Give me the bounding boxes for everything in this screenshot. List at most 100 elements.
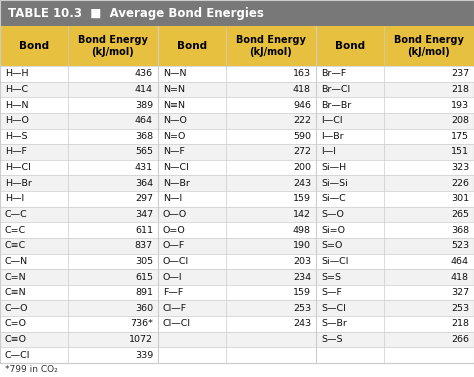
Text: 565: 565 xyxy=(135,147,153,156)
Text: Br—F: Br—F xyxy=(321,69,346,78)
Bar xyxy=(0,113,474,129)
Bar xyxy=(0,238,474,254)
Text: 200: 200 xyxy=(293,163,311,172)
Text: 218: 218 xyxy=(451,319,469,328)
Text: O—O: O—O xyxy=(163,210,187,219)
Text: S=S: S=S xyxy=(321,273,341,282)
Bar xyxy=(0,97,474,113)
Text: N=N: N=N xyxy=(163,85,185,94)
Text: O—F: O—F xyxy=(163,241,185,250)
Text: 208: 208 xyxy=(451,116,469,125)
Text: 590: 590 xyxy=(293,132,311,141)
Text: 431: 431 xyxy=(135,163,153,172)
Text: C=O: C=O xyxy=(5,319,27,328)
Text: Si—Cl: Si—Cl xyxy=(321,257,348,266)
Text: N—Cl: N—Cl xyxy=(163,163,189,172)
Text: I—I: I—I xyxy=(321,147,336,156)
Text: 323: 323 xyxy=(451,163,469,172)
Text: 327: 327 xyxy=(451,288,469,297)
Text: 368: 368 xyxy=(451,225,469,234)
Text: H—Br: H—Br xyxy=(5,179,32,188)
Text: Bond: Bond xyxy=(19,41,49,51)
Text: Si=O: Si=O xyxy=(321,225,345,234)
Text: 265: 265 xyxy=(451,210,469,219)
Text: H—O: H—O xyxy=(5,116,29,125)
Text: H—I: H—I xyxy=(5,195,24,203)
Text: TABLE 10.3  ■  Average Bond Energies: TABLE 10.3 ■ Average Bond Energies xyxy=(8,6,264,20)
Text: 237: 237 xyxy=(451,69,469,78)
Text: 305: 305 xyxy=(135,257,153,266)
Bar xyxy=(0,254,474,269)
Text: Br—Cl: Br—Cl xyxy=(321,85,350,94)
Text: 163: 163 xyxy=(293,69,311,78)
Text: 891: 891 xyxy=(135,288,153,297)
Text: 243: 243 xyxy=(293,179,311,188)
Text: 226: 226 xyxy=(451,179,469,188)
Text: 142: 142 xyxy=(293,210,311,219)
Text: N=O: N=O xyxy=(163,132,185,141)
Text: Br—Br: Br—Br xyxy=(321,101,351,110)
Text: 222: 222 xyxy=(293,116,311,125)
Text: 347: 347 xyxy=(135,210,153,219)
Text: 523: 523 xyxy=(451,241,469,250)
Bar xyxy=(0,207,474,222)
Bar xyxy=(0,222,474,238)
Text: 253: 253 xyxy=(293,304,311,313)
Text: 203: 203 xyxy=(293,257,311,266)
Text: 193: 193 xyxy=(451,101,469,110)
Text: Bond Energy
(kJ/mol): Bond Energy (kJ/mol) xyxy=(78,35,148,57)
Text: N—F: N—F xyxy=(163,147,185,156)
Text: H—H: H—H xyxy=(5,69,28,78)
Text: O=O: O=O xyxy=(163,225,186,234)
Text: H—S: H—S xyxy=(5,132,27,141)
Bar xyxy=(0,129,474,144)
Text: C=C: C=C xyxy=(5,225,26,234)
Text: 151: 151 xyxy=(451,147,469,156)
Text: N—I: N—I xyxy=(163,195,182,203)
Text: O—I: O—I xyxy=(163,273,182,282)
Bar xyxy=(0,26,474,66)
Text: H—F: H—F xyxy=(5,147,27,156)
Text: 360: 360 xyxy=(135,304,153,313)
Text: 611: 611 xyxy=(135,225,153,234)
Text: N—Br: N—Br xyxy=(163,179,190,188)
Text: S—Cl: S—Cl xyxy=(321,304,346,313)
Text: 339: 339 xyxy=(135,351,153,360)
Text: N—N: N—N xyxy=(163,69,186,78)
Text: I—Cl: I—Cl xyxy=(321,116,343,125)
Bar xyxy=(0,160,474,175)
Text: C≡O: C≡O xyxy=(5,335,27,344)
Text: 364: 364 xyxy=(135,179,153,188)
Bar xyxy=(0,82,474,97)
Bar xyxy=(0,347,474,363)
Text: 266: 266 xyxy=(451,335,469,344)
Text: 368: 368 xyxy=(135,132,153,141)
Text: C≡C: C≡C xyxy=(5,241,26,250)
Text: 234: 234 xyxy=(293,273,311,282)
Text: O—Cl: O—Cl xyxy=(163,257,189,266)
Text: Si—C: Si—C xyxy=(321,195,346,203)
Text: 272: 272 xyxy=(293,147,311,156)
Text: H—Cl: H—Cl xyxy=(5,163,31,172)
Text: 418: 418 xyxy=(293,85,311,94)
Bar xyxy=(0,191,474,207)
Bar xyxy=(0,316,474,332)
Text: Si—H: Si—H xyxy=(321,163,346,172)
Text: S—F: S—F xyxy=(321,288,342,297)
Bar xyxy=(0,144,474,160)
Bar xyxy=(0,332,474,347)
Bar xyxy=(0,269,474,285)
Text: C—C: C—C xyxy=(5,210,28,219)
Bar xyxy=(0,0,474,26)
Text: Bond Energy
(kJ/mol): Bond Energy (kJ/mol) xyxy=(236,35,306,57)
Bar xyxy=(0,175,474,191)
Text: C=N: C=N xyxy=(5,273,27,282)
Text: Bond: Bond xyxy=(177,41,207,51)
Text: N≡N: N≡N xyxy=(163,101,185,110)
Text: 414: 414 xyxy=(135,85,153,94)
Text: Cl—F: Cl—F xyxy=(163,304,187,313)
Text: S=O: S=O xyxy=(321,241,342,250)
Text: 218: 218 xyxy=(451,85,469,94)
Text: H—N: H—N xyxy=(5,101,28,110)
Text: 253: 253 xyxy=(451,304,469,313)
